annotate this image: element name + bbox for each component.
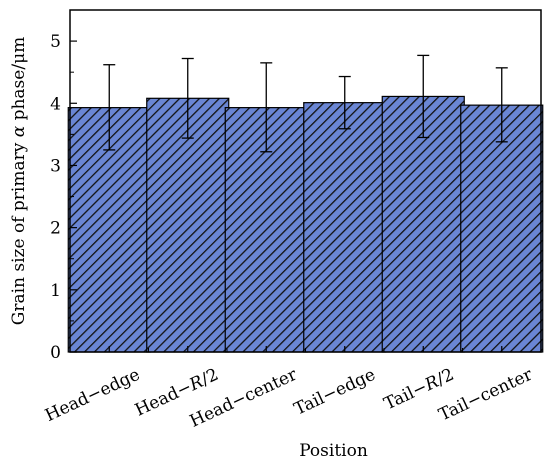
y-tick-label: 2 bbox=[50, 219, 61, 239]
x-tick-label: Tail−edge bbox=[291, 365, 378, 420]
error-bar bbox=[260, 62, 273, 153]
error-bar bbox=[338, 75, 351, 130]
y-tick-label: 3 bbox=[50, 156, 61, 176]
error-bar bbox=[495, 67, 508, 143]
x-tick-label: Head−edge bbox=[42, 365, 143, 426]
y-axis-title: Grain size of primary α phase/μm bbox=[9, 37, 29, 326]
bar bbox=[381, 95, 465, 353]
x-axis-title: Position bbox=[299, 441, 368, 461]
y-tick-label: 1 bbox=[50, 281, 61, 301]
y-axis: 0 1 2 3 4 5 bbox=[50, 32, 77, 363]
y-tick-label: 0 bbox=[50, 343, 61, 363]
error-bars-group bbox=[103, 54, 508, 153]
bar bbox=[303, 102, 387, 353]
error-bar bbox=[103, 64, 116, 151]
error-bar bbox=[181, 57, 194, 139]
y-tick-label: 4 bbox=[50, 94, 61, 114]
bars-group bbox=[67, 95, 544, 353]
error-bar bbox=[417, 54, 430, 139]
bar bbox=[460, 104, 544, 353]
bar bbox=[146, 97, 230, 353]
y-tick-label: 5 bbox=[50, 32, 61, 52]
